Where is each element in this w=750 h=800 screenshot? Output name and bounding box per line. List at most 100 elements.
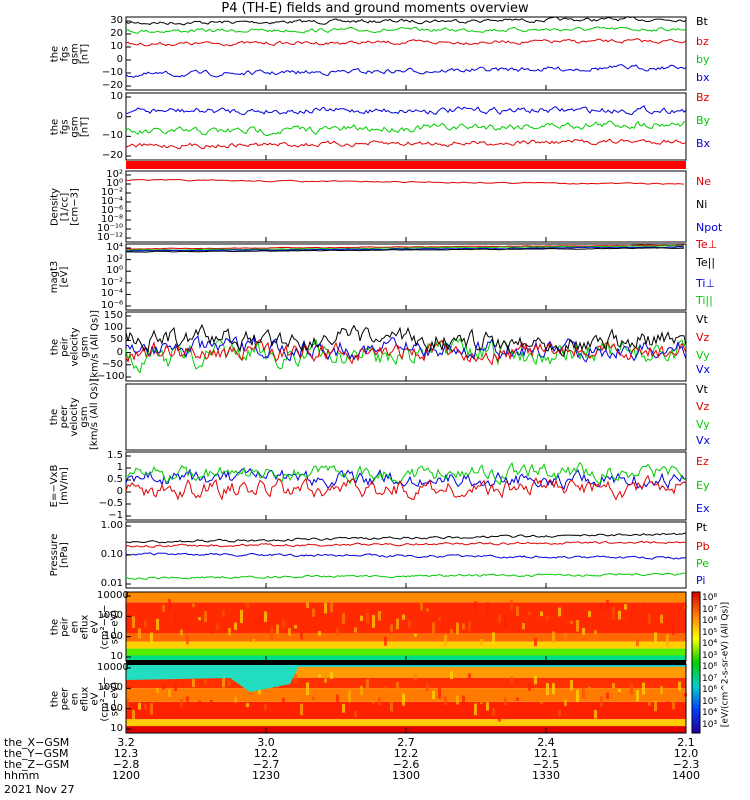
spectrogram-cell xyxy=(150,703,153,715)
spectrogram-cell xyxy=(186,696,189,702)
spectrogram-cell xyxy=(138,628,141,639)
spectrogram-cell xyxy=(504,697,507,706)
spectrogram-cell xyxy=(372,691,375,704)
y-tick-label: −1 xyxy=(108,510,123,521)
spectrogram-cell xyxy=(534,675,537,685)
series-By xyxy=(125,120,687,136)
y-tick-label: 100 xyxy=(103,322,123,334)
spectrogram-cell xyxy=(498,709,501,722)
spectrogram-cell xyxy=(168,689,171,697)
series-Vt xyxy=(125,323,687,357)
series-Te-perp xyxy=(125,244,685,250)
spectrogram-cell xyxy=(450,629,453,634)
y-tick-label: 10 xyxy=(110,723,123,734)
spectrogram-cell xyxy=(204,610,207,622)
ephemeris-value: 2.1 xyxy=(677,736,695,749)
spectrogram-cell xyxy=(324,602,327,614)
spectrogram-band xyxy=(126,719,686,727)
spectrogram-cell xyxy=(228,679,231,687)
spectrogram-cell xyxy=(474,703,477,716)
y-tick-label: −100 xyxy=(97,371,125,382)
spectrogram-cell xyxy=(570,679,573,691)
spectrogram-cell xyxy=(264,703,267,711)
spectrogram-cell xyxy=(306,602,309,609)
series-Ex xyxy=(125,467,687,491)
legend-entry-Te⊥: Te⊥ xyxy=(696,238,718,251)
spectrogram-cell xyxy=(174,683,177,691)
spectrogram-cell xyxy=(408,619,411,628)
spectrogram-cell xyxy=(384,636,387,646)
panel-pressure xyxy=(125,521,687,589)
spectrogram-band xyxy=(126,633,686,642)
y-tick-label: 10⁻⁶ xyxy=(100,205,123,216)
spectrogram-cell xyxy=(444,696,447,705)
legend-entry-bz: bz xyxy=(696,35,709,48)
spectrogram-cell xyxy=(180,699,183,708)
colorbar-tick-label: 10⁸ xyxy=(702,593,718,603)
y-tick-label: 10 xyxy=(110,651,123,662)
spectrogram-cell xyxy=(492,708,495,716)
spectrogram-cell xyxy=(678,681,681,691)
spectrogram-cell xyxy=(252,638,255,643)
series-Te-par xyxy=(125,247,685,253)
spectrogram-cell xyxy=(546,683,549,696)
colorbar-scale xyxy=(691,591,701,734)
y-tick-label: 0.5 xyxy=(107,474,123,485)
y-tick-label: 1 xyxy=(116,462,123,473)
legend-entry-bx: bx xyxy=(696,71,710,84)
y-tick-label: 1.00 xyxy=(100,520,123,531)
y-tick-label: 0 xyxy=(116,486,123,497)
colorbar-tick-label: 10⁷ xyxy=(702,673,718,684)
spectrogram-cell xyxy=(210,699,213,709)
spectrogram-cell xyxy=(576,689,579,703)
spectrogram-cell xyxy=(240,692,243,702)
spectrogram-cell xyxy=(666,634,669,647)
y-tick-label: 50 xyxy=(110,334,123,346)
spectrogram-cell xyxy=(354,711,357,718)
spectrogram-cell xyxy=(594,710,597,719)
spectrogram-cell xyxy=(198,700,201,714)
spectrogram-cell xyxy=(330,672,333,679)
spectrogram-cell xyxy=(168,598,171,613)
red-flag-bar xyxy=(126,161,686,169)
spectrogram-cell xyxy=(432,690,435,700)
ephemeris-row-label: the_X−GSM xyxy=(4,736,70,749)
series-Bz xyxy=(125,138,687,150)
spectrogram-cell xyxy=(288,701,291,714)
spectrogram-cell xyxy=(594,630,597,635)
spectrogram-cell xyxy=(588,611,591,618)
spectrogram-cell xyxy=(132,616,135,629)
y-tick-label: 0 xyxy=(116,54,123,65)
spectrogram-cell xyxy=(144,619,147,628)
spectrogram-cell xyxy=(384,687,387,696)
spectrogram-cell xyxy=(510,599,513,610)
panel-fgs_dsl xyxy=(125,92,687,169)
y-tick-label: −50 xyxy=(101,358,123,370)
colorbar-tick-label: 10⁷ xyxy=(702,604,718,615)
y-axis-label: the fgs gsm [nT] xyxy=(49,115,90,138)
legend-entry-Vz: Vz xyxy=(696,331,710,344)
ephemeris-value: 3.0 xyxy=(257,736,275,749)
spectrogram-cell xyxy=(240,609,243,624)
legend-entry-Bt: Bt xyxy=(696,15,708,28)
y-axis-label: the peir velocity gsm [km/s (All Qs)] xyxy=(49,309,100,381)
spectrogram-cell xyxy=(366,612,369,624)
colorbar-tick-label: 10³ xyxy=(702,650,718,661)
spectrogram-cell xyxy=(126,619,129,630)
y-tick-label: 10⁰ xyxy=(106,265,123,277)
spectrogram-band xyxy=(126,641,686,649)
y-tick-label: 10⁻¹² xyxy=(97,232,124,243)
y-tick-label: 10 xyxy=(110,91,123,102)
y-tick-label: 30 xyxy=(110,15,123,26)
y-tick-label: 0.10 xyxy=(100,549,123,560)
spectrogram-cell xyxy=(156,618,159,631)
y-tick-label: 10² xyxy=(106,169,123,180)
legend-entry-Pb: Pb xyxy=(696,540,710,553)
spectrogram-cell xyxy=(150,632,153,644)
legend-entry-Ez: Ez xyxy=(696,455,709,468)
legend-entry-Pt: Pt xyxy=(696,521,707,534)
y-axis-label: magt3 [eV] xyxy=(49,260,70,294)
spectrogram-cell xyxy=(648,700,651,706)
series-Pb xyxy=(125,540,687,548)
